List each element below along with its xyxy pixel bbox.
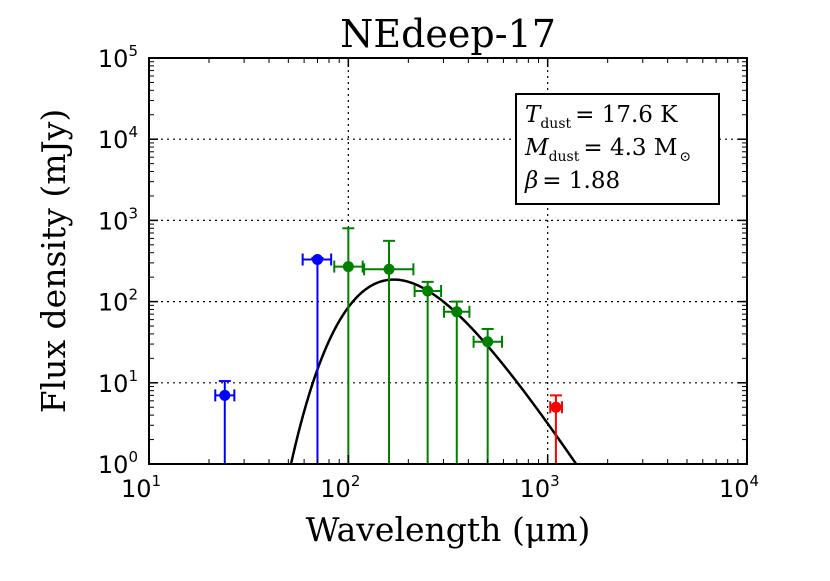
x-tick-label: 104 (719, 472, 759, 503)
tick-marks (148, 57, 748, 465)
y-axis-label-unit: (mJy) (34, 109, 73, 198)
data-point-green (413, 280, 443, 464)
plot-frame (148, 57, 748, 465)
beta-symbol: β (524, 168, 538, 194)
y-tick-label: 103 (98, 204, 138, 235)
y-tick-label: 100 (98, 448, 138, 479)
model-curve-group (289, 278, 578, 464)
m-dust-value: = 4.3 M (583, 135, 677, 161)
y-tick-label: 104 (98, 123, 138, 154)
x-tick-label: 103 (520, 472, 560, 503)
data-marker (550, 401, 562, 413)
annotation-frame (515, 93, 720, 205)
data-marker (422, 285, 434, 297)
data-marker (311, 253, 323, 265)
y-tick-label: 102 (98, 286, 138, 317)
data-marker (451, 306, 463, 318)
x-tick-label: 102 (320, 472, 360, 503)
t-dust-line: Tdust = 17.6 K (525, 102, 678, 132)
solar-symbol: ⊙ (679, 149, 691, 165)
t-dust-symbol: T (525, 102, 542, 128)
data-point-green (443, 300, 471, 464)
data-marker (219, 389, 231, 401)
fit-parameters-box: Tdust = 17.6 K Mdust = 4.3 M ⊙ β = 1.88 (515, 93, 720, 205)
y-axis-label-text: Flux density (34, 208, 73, 413)
y-tick-label: 101 (98, 367, 138, 398)
data-marker (482, 336, 494, 348)
data-point-green (333, 227, 364, 464)
data-point-blue (301, 253, 333, 464)
t-dust-subscript: dust (540, 116, 571, 132)
m-dust-line: Mdust = 4.3 M ⊙ (524, 135, 691, 165)
data-point-green (363, 239, 415, 464)
data-marker (342, 261, 354, 273)
m-dust-subscript: dust (549, 149, 580, 165)
data-point-green (472, 327, 503, 464)
model-curve (289, 278, 578, 464)
data-point-blue (214, 380, 236, 464)
data-point-red (549, 394, 563, 464)
beta-line: β = 1.88 (524, 168, 620, 194)
x-axis-label-unit: (μm) (512, 510, 591, 549)
x-axis-label-text: Wavelength (306, 510, 502, 549)
chart-title: NEdeep-17 (340, 12, 556, 56)
beta-value: = 1.88 (542, 168, 620, 194)
x-tick-label: 101 (121, 472, 161, 503)
y-tick-label: 105 (98, 42, 138, 73)
y-axis-label: Flux density (mJy) (34, 109, 73, 414)
x-axis-label: Wavelength (μm) (306, 510, 591, 549)
data-marker (383, 263, 395, 275)
t-dust-value: = 17.6 K (575, 102, 678, 128)
data-points-group (214, 227, 563, 464)
m-dust-symbol: M (524, 135, 550, 161)
